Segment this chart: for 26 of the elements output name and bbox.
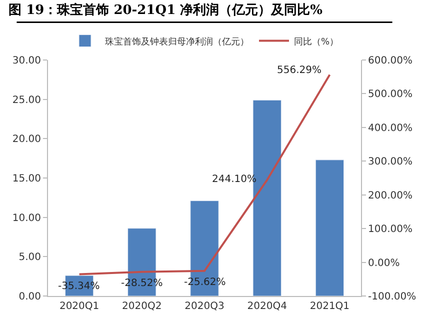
legend-label: 同比（%）	[294, 36, 339, 48]
y2-tick-label: 600.00%	[368, 56, 412, 66]
y2-tick-label: -100.00%	[368, 292, 416, 302]
y-tick-label: 0.00	[18, 292, 41, 302]
y-tick-label: 25.00	[12, 94, 41, 106]
x-tick-label: 2020Q3	[184, 301, 224, 312]
data-label: 556.29%	[277, 65, 322, 76]
y-tick-label: 30.00	[12, 56, 41, 66]
y2-tick-label: 500.00%	[368, 89, 412, 100]
line-series	[78, 74, 331, 276]
y2-tick-label: 400.00%	[368, 122, 412, 134]
x-tick-label: 2020Q2	[122, 301, 162, 312]
chart-title: 图 19：珠宝首饰 20-21Q1 净利润（亿元）及同比%	[8, 2, 324, 18]
x-tick-label: 2021Q1	[310, 301, 350, 312]
y2-tick-label: 100.00%	[368, 224, 412, 236]
y-tick-label: 20.00	[12, 134, 41, 146]
x-tick-label: 2020Q1	[59, 301, 100, 312]
y2-tick-label: 300.00%	[368, 156, 412, 168]
y2-tick-label: 200.00%	[368, 190, 412, 202]
bar	[315, 160, 344, 296]
y-tick-label: 15.00	[12, 174, 41, 184]
y-tick-label: 10.00	[12, 212, 41, 224]
x-tick-label: 2020Q4	[247, 301, 287, 312]
y-tick-label: 5.00	[18, 252, 41, 264]
y2-tick-label: 0.00%	[368, 258, 400, 269]
legend-label: 珠宝首饰及钟表归母净利润（亿元）	[105, 36, 249, 48]
